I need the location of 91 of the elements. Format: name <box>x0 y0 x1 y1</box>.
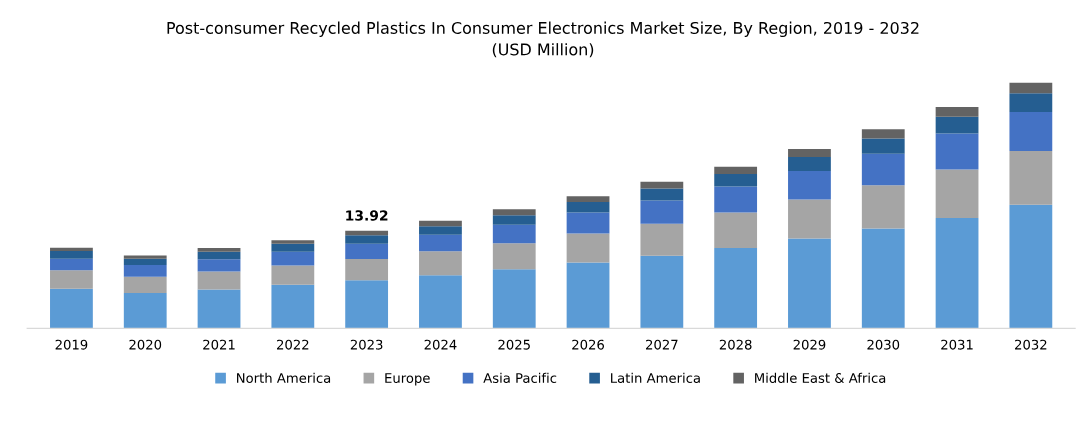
bar <box>935 133 979 170</box>
annotation: 13.92 <box>346 210 388 221</box>
bar <box>271 265 315 285</box>
bar <box>1009 204 1053 329</box>
x-tick-label: 2030 <box>867 339 900 350</box>
bar <box>566 202 610 213</box>
bar <box>1009 150 1053 205</box>
bar <box>123 264 167 277</box>
x-tick-label: 2026 <box>572 339 604 350</box>
bar <box>123 255 167 259</box>
bar <box>271 251 315 266</box>
bar <box>640 181 684 189</box>
bar <box>1009 82 1053 94</box>
bar <box>492 243 536 270</box>
bar <box>714 174 758 187</box>
bar <box>640 188 684 201</box>
chart-title: Post-consumer Recycled Plastics In Consumer Electronics Market Size, By Region, 2019 - 2032 (USD Million) <box>167 21 919 58</box>
bar <box>640 223 684 256</box>
bar <box>640 200 684 224</box>
bar <box>345 243 389 260</box>
bar <box>197 289 241 329</box>
bar <box>123 292 167 329</box>
bar <box>1009 93 1053 112</box>
x-tick-label: 2020 <box>129 339 162 350</box>
bar <box>640 255 684 329</box>
x-tick-label: 2019 <box>55 339 88 350</box>
bar <box>197 271 241 290</box>
bar <box>861 138 905 154</box>
bar <box>714 247 758 329</box>
x-tick-label: 2025 <box>498 339 530 350</box>
bar <box>345 259 389 281</box>
bar <box>345 230 389 236</box>
bar <box>788 199 831 239</box>
bar <box>492 209 536 216</box>
bar <box>123 258 167 265</box>
bar <box>788 157 831 172</box>
x-tick-label: 2029 <box>793 339 826 350</box>
x-tick-label: 2023 <box>350 339 383 350</box>
bar <box>419 234 462 252</box>
x-tick-label: 2022 <box>277 339 309 350</box>
bar <box>345 235 389 244</box>
bar <box>935 169 979 219</box>
bar <box>935 218 979 329</box>
bar <box>788 238 831 329</box>
bar <box>714 212 758 248</box>
bar <box>197 247 241 252</box>
bar <box>861 129 905 139</box>
bar <box>492 224 536 244</box>
x-tick-label: 2024 <box>424 339 457 350</box>
x-tick-label: 2031 <box>941 339 973 350</box>
bar <box>271 284 315 329</box>
bar <box>50 270 93 289</box>
bar <box>271 243 315 252</box>
bar <box>492 215 536 225</box>
bar <box>345 280 389 329</box>
bar <box>419 251 462 276</box>
bar <box>1009 111 1053 151</box>
bar <box>419 220 462 227</box>
x-tick-label: 2021 <box>203 339 235 350</box>
bar <box>419 275 462 329</box>
bar <box>788 149 831 158</box>
bar <box>714 186 758 213</box>
legend-label: Middle East & Africa <box>755 372 886 383</box>
legend-label: Asia Pacific <box>483 372 557 383</box>
bar <box>123 276 167 293</box>
bar <box>566 233 610 263</box>
legend-label: North America <box>237 372 331 383</box>
bar <box>50 250 93 259</box>
bar <box>861 185 905 229</box>
bar <box>935 116 979 134</box>
x-tick-label: 2027 <box>646 339 678 350</box>
x-tick-label: 2032 <box>1015 339 1047 350</box>
bar <box>197 251 241 260</box>
bar <box>788 171 831 200</box>
bar <box>271 240 315 244</box>
bar <box>566 196 610 203</box>
bar <box>935 106 979 117</box>
bar <box>492 269 536 329</box>
bar <box>714 166 758 175</box>
bar <box>566 212 610 234</box>
x-tick-label: 2028 <box>719 339 752 350</box>
bar <box>861 153 905 186</box>
legend-label: Latin America <box>611 372 700 383</box>
bar <box>197 259 241 272</box>
bar <box>861 228 905 329</box>
bar <box>419 226 462 235</box>
bar <box>50 288 93 329</box>
legend-label: Europe <box>385 373 430 386</box>
bar <box>50 247 93 251</box>
bar <box>50 258 93 271</box>
bar <box>566 262 610 329</box>
